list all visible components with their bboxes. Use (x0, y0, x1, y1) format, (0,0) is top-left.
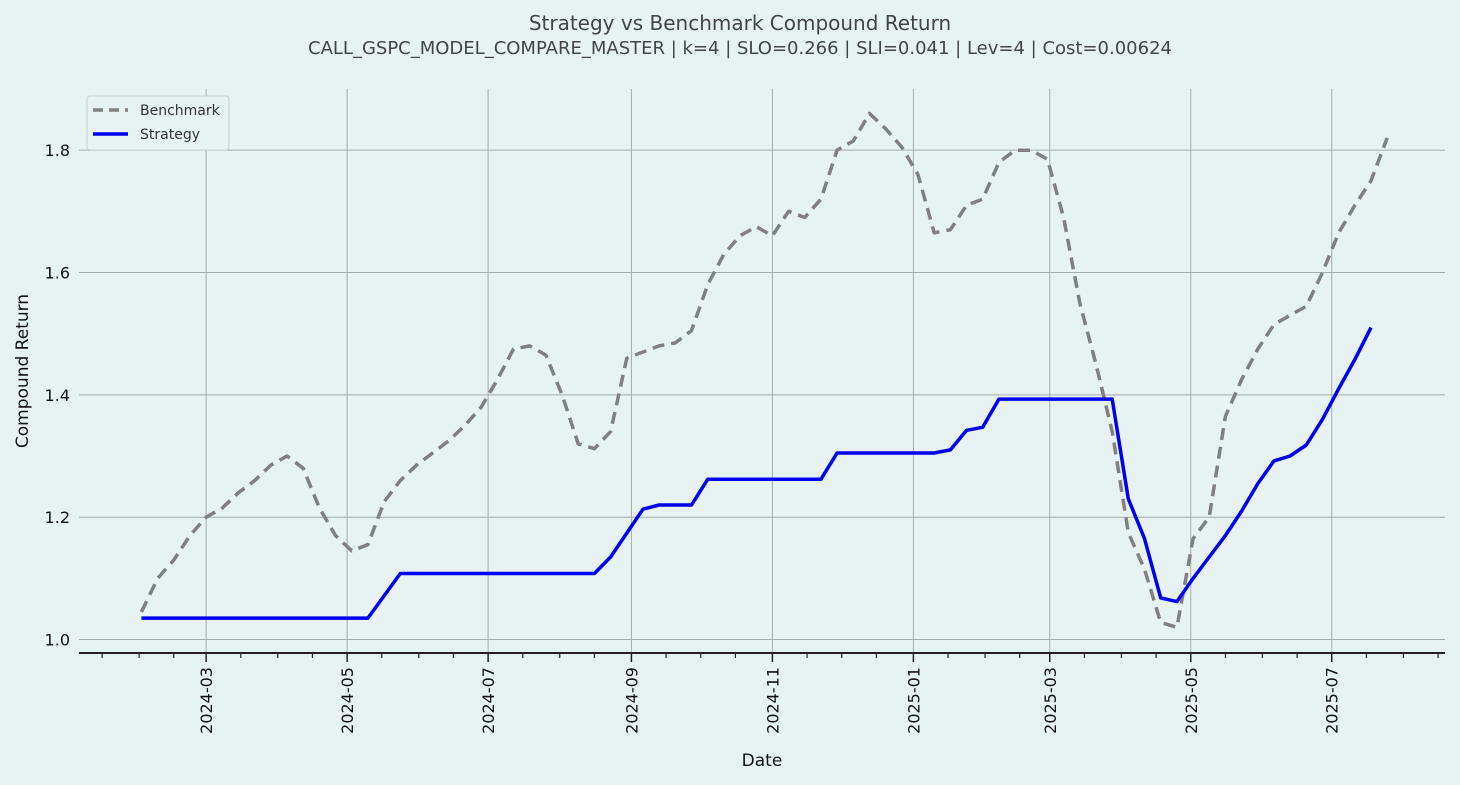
y-tick-label: 1.6 (45, 264, 70, 283)
grid (79, 89, 1445, 653)
y-axis-label: Compound Return (13, 294, 33, 448)
legend: Benchmark Strategy (86, 95, 230, 151)
x-axis-label: Date (742, 751, 783, 771)
x-tick-label: 2024-09 (622, 667, 641, 734)
axis-ticks: 1.0 1.2 1.4 1.6 1.8 2024-03 2024-05 2024-07 2024… (45, 141, 1439, 734)
y-tick-label: 1.8 (45, 141, 70, 160)
x-tick-label: 2024-03 (197, 667, 216, 734)
y-tick-label: 1.0 (45, 631, 70, 650)
x-tick-label: 2024-05 (338, 667, 357, 734)
chart-title: Strategy vs Benchmark Compound Return (529, 11, 951, 35)
y-tick-label: 1.4 (45, 386, 70, 405)
x-tick-label: 2025-03 (1041, 667, 1060, 734)
series-line-strategy (141, 326, 1373, 620)
x-tick-label: 2025-07 (1323, 667, 1342, 734)
x-tick-label: 2024-07 (479, 667, 498, 734)
x-tick-label: 2025-05 (1182, 667, 1201, 734)
y-tick-label: 1.2 (45, 508, 70, 527)
x-tick-label: 2025-01 (904, 667, 923, 734)
x-tick-label: 2024-11 (763, 667, 782, 734)
chart-subtitle: CALL_GSPC_MODEL_COMPARE_MASTER | k=4 | S… (308, 38, 1172, 59)
legend-benchmark-label: Benchmark (140, 103, 221, 119)
legend-strategy-label: Strategy (140, 127, 200, 143)
series-line-benchmark (139, 111, 1389, 630)
plot-area (139, 111, 1389, 630)
legend-box (86, 95, 230, 151)
